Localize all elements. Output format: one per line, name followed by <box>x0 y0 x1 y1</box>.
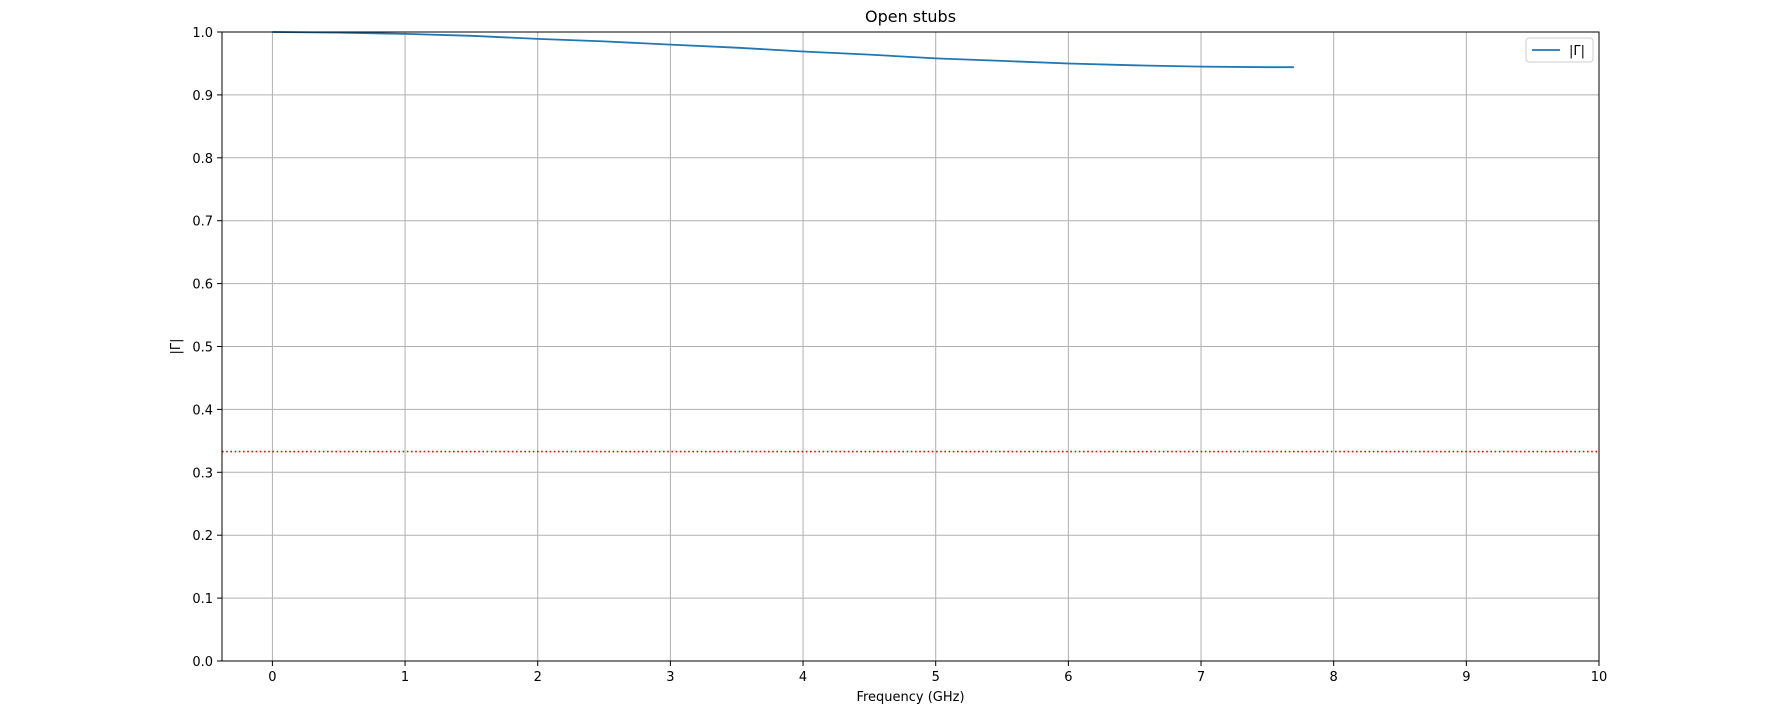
x-axis-title: Frequency (GHz) <box>856 690 964 705</box>
y-tick-label: 0.3 <box>192 466 213 481</box>
axis-ticks: 0 1 2 3 4 5 6 7 8 9 10 0.0 0.1 0.2 0.3 0.4 0.5 0.6 0.7 0.8 0… <box>192 26 1607 685</box>
y-tick-label: 0.6 <box>192 278 213 293</box>
legend: |Γ| <box>1525 37 1594 63</box>
y-tick-label: 0.4 <box>192 403 213 418</box>
x-tick-label: 9 <box>1462 670 1470 685</box>
y-tick-label: 1.0 <box>192 26 213 41</box>
x-tick-label: 1 <box>401 670 409 685</box>
y-tick-label: 0.2 <box>192 529 213 544</box>
x-tick-label: 2 <box>534 670 542 685</box>
x-tick-label: 0 <box>268 670 276 685</box>
y-axis-title: |Γ| <box>169 338 184 354</box>
series-line <box>272 31 1294 69</box>
x-tick-label: 8 <box>1330 670 1338 685</box>
chart-title: Open stubs <box>865 7 956 26</box>
y-tick-label: 0.5 <box>192 341 213 356</box>
x-tick-label: 4 <box>799 670 807 685</box>
y-tick-label: 0.0 <box>192 655 213 670</box>
y-tick-label: 0.8 <box>192 152 213 167</box>
y-tick-label: 0.9 <box>192 89 213 104</box>
legend-label: |Γ| <box>1569 44 1585 59</box>
x-tick-label: 7 <box>1197 670 1205 685</box>
x-tick-label: 3 <box>666 670 674 685</box>
x-tick-label: 10 <box>1591 670 1608 685</box>
x-tick-label: 6 <box>1064 670 1072 685</box>
series-lines <box>272 31 1294 69</box>
y-tick-label: 0.7 <box>192 215 213 230</box>
y-tick-label: 0.1 <box>192 592 213 607</box>
x-tick-label: 5 <box>932 670 940 685</box>
